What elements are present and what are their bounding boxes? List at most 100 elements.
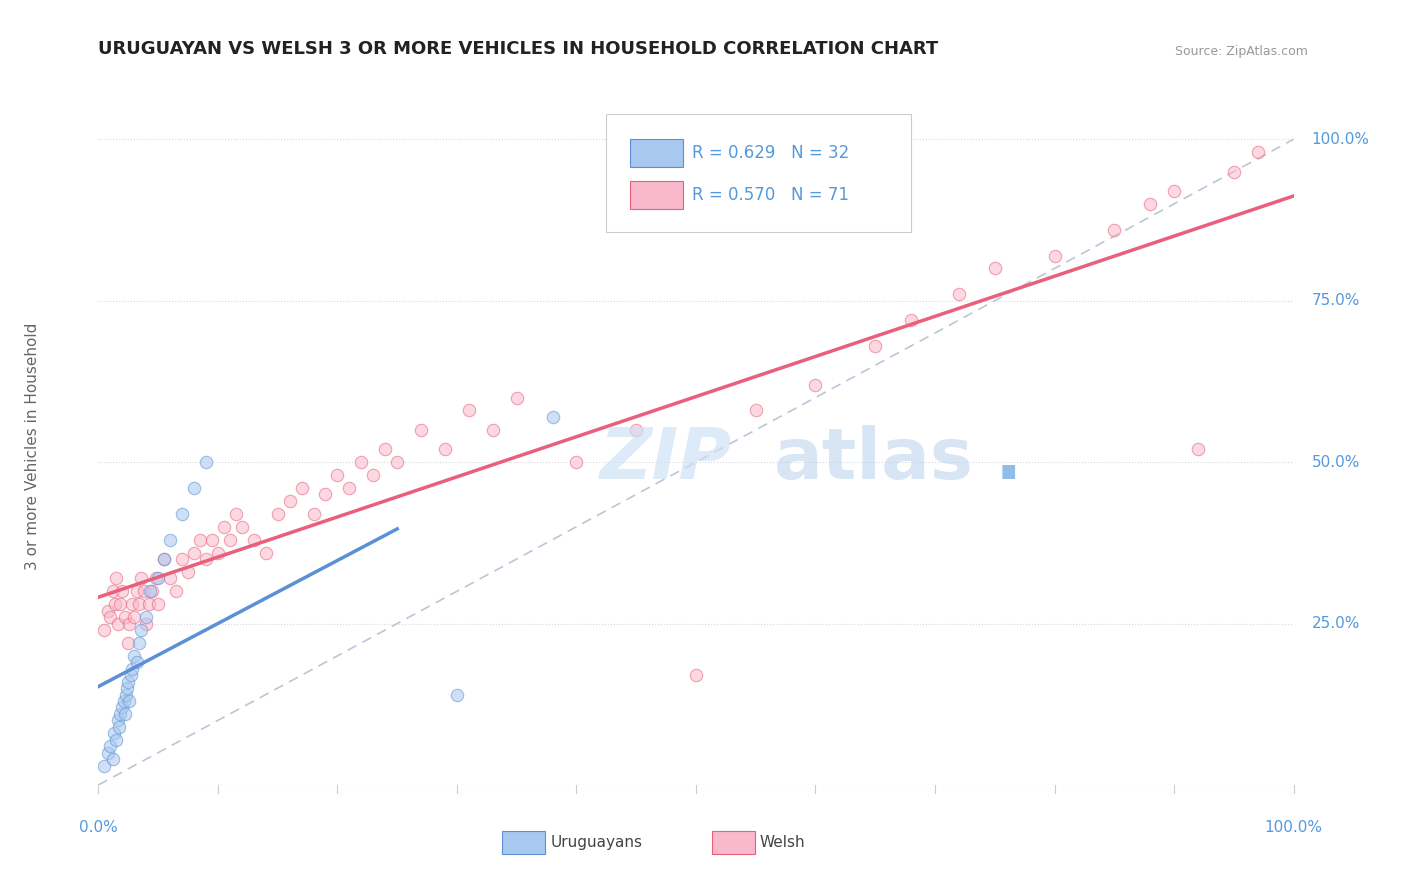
Text: atlas: atlas (773, 425, 973, 494)
Point (111, 584, 134, 599)
Point (291, 481, 314, 495)
Point (107, 714, 129, 728)
Text: ZIP: ZIP (600, 425, 733, 494)
Point (101, 584, 124, 599)
Point (541, 409, 564, 424)
Point (188, 533, 211, 547)
Point (101, 752, 124, 766)
Point (124, 610, 146, 624)
Point (804, 377, 827, 392)
Point (159, 533, 181, 547)
Text: .: . (995, 425, 1022, 494)
Point (114, 610, 136, 624)
Point (93, 758, 115, 772)
Point (172, 507, 194, 521)
Text: 75.0%: 75.0% (1312, 293, 1360, 309)
Point (141, 584, 163, 599)
Point (117, 674, 139, 689)
Point (132, 584, 155, 599)
Point (165, 584, 187, 599)
Point (125, 655, 148, 669)
FancyBboxPatch shape (711, 831, 755, 855)
Point (1139, 197, 1161, 211)
Point (278, 494, 301, 508)
Point (120, 668, 142, 682)
Point (121, 597, 143, 611)
Point (201, 533, 224, 547)
Point (225, 507, 247, 521)
Text: Source: ZipAtlas.com: Source: ZipAtlas.com (1174, 45, 1308, 58)
Point (121, 662, 143, 676)
Point (900, 313, 922, 327)
Point (112, 694, 135, 708)
Point (107, 720, 129, 734)
Point (105, 571, 128, 585)
Text: 100.0%: 100.0% (1264, 821, 1323, 836)
Text: Uruguayans: Uruguayans (550, 835, 643, 850)
Point (267, 507, 290, 521)
Point (97, 604, 120, 618)
Point (139, 584, 162, 599)
Text: Welsh: Welsh (759, 835, 806, 850)
Text: 50.0%: 50.0% (1312, 455, 1360, 470)
Point (108, 597, 131, 611)
Point (115, 681, 138, 695)
Point (1104, 223, 1126, 237)
Point (115, 688, 138, 702)
Point (219, 533, 242, 547)
Point (97, 746, 120, 760)
Point (506, 391, 529, 405)
Point (745, 403, 768, 417)
Point (207, 545, 229, 559)
Point (183, 481, 205, 495)
Point (1223, 164, 1246, 178)
Point (1163, 184, 1185, 198)
Point (148, 597, 170, 611)
Point (385, 455, 409, 469)
Point (363, 468, 385, 483)
Text: 100.0%: 100.0% (1312, 132, 1369, 147)
Point (565, 455, 588, 469)
Point (138, 597, 160, 611)
Point (145, 571, 167, 585)
Point (118, 616, 141, 631)
Point (131, 623, 153, 637)
Text: 3 or more Vehicles in Household: 3 or more Vehicles in Household (25, 322, 41, 570)
Point (411, 423, 433, 437)
Point (458, 403, 481, 417)
Point (108, 706, 131, 721)
Point (315, 487, 337, 501)
Point (195, 455, 218, 469)
Point (685, 668, 707, 682)
Point (103, 726, 125, 740)
Point (326, 468, 349, 483)
Point (1187, 442, 1209, 457)
Point (339, 481, 361, 495)
Point (125, 584, 148, 599)
Point (231, 519, 253, 533)
Point (626, 423, 648, 437)
Text: 0.0%: 0.0% (79, 821, 118, 836)
Point (195, 552, 218, 566)
Point (98, 739, 122, 754)
Point (1043, 248, 1066, 262)
FancyBboxPatch shape (606, 114, 911, 233)
Text: R = 0.570   N = 71: R = 0.570 N = 71 (692, 186, 849, 204)
Point (98, 610, 122, 624)
Point (153, 552, 176, 566)
Point (1247, 145, 1270, 160)
FancyBboxPatch shape (502, 831, 546, 855)
Point (177, 565, 200, 579)
Point (481, 423, 505, 437)
Point (374, 442, 396, 457)
Point (135, 616, 157, 631)
FancyBboxPatch shape (630, 139, 683, 168)
Point (148, 571, 170, 585)
Text: 25.0%: 25.0% (1312, 616, 1360, 631)
Point (350, 455, 373, 469)
Point (124, 648, 146, 663)
Point (159, 571, 181, 585)
Point (93, 623, 115, 637)
Point (948, 287, 970, 301)
Text: R = 0.629   N = 32: R = 0.629 N = 32 (692, 145, 849, 162)
